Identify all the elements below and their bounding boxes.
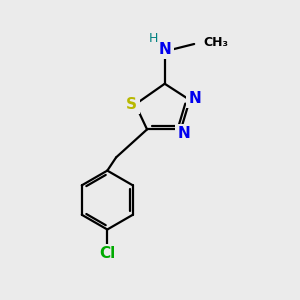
Text: H: H <box>149 32 158 46</box>
Text: S: S <box>126 97 137 112</box>
Text: N: N <box>189 91 201 106</box>
Text: Cl: Cl <box>99 246 116 261</box>
Text: N: N <box>158 41 171 56</box>
Text: N: N <box>178 126 190 141</box>
Text: CH₃: CH₃ <box>204 36 229 49</box>
